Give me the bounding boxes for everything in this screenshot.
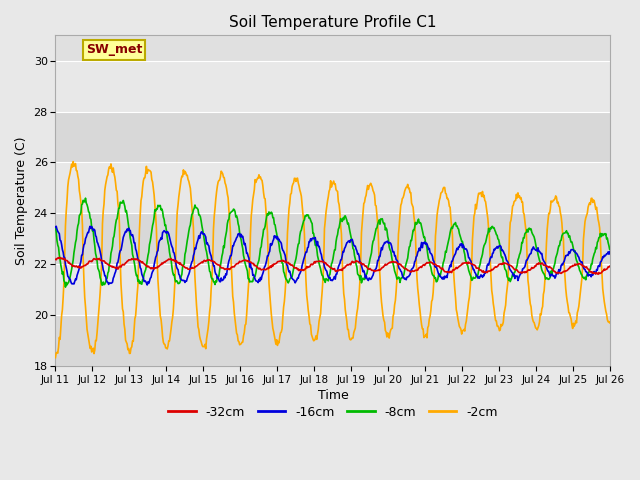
X-axis label: Time: Time <box>317 389 348 402</box>
Text: SW_met: SW_met <box>86 44 142 57</box>
Bar <box>56 213 611 264</box>
Y-axis label: Soil Temperature (C): Soil Temperature (C) <box>15 136 28 264</box>
Bar <box>56 264 611 315</box>
Bar <box>56 162 611 213</box>
Legend: -32cm, -16cm, -8cm, -2cm: -32cm, -16cm, -8cm, -2cm <box>163 401 502 424</box>
Bar <box>56 61 611 111</box>
Bar <box>56 315 611 366</box>
Title: Soil Temperature Profile C1: Soil Temperature Profile C1 <box>229 15 436 30</box>
Bar <box>56 111 611 162</box>
